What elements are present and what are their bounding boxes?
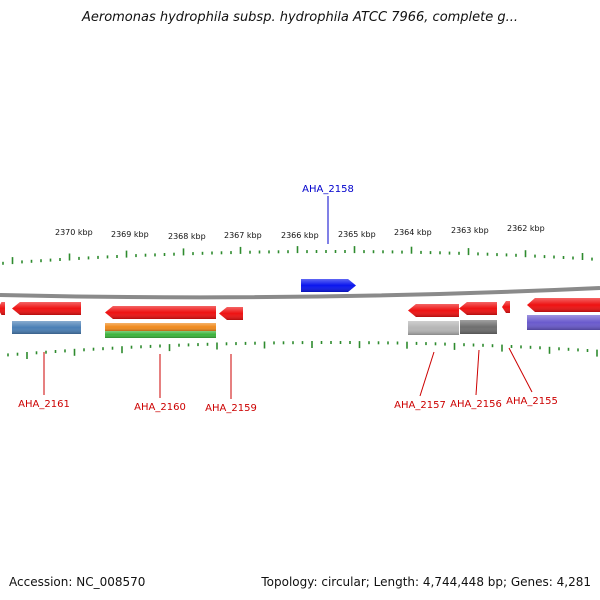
scale-label: 2366 kbp xyxy=(281,231,319,240)
feature-shading xyxy=(459,302,497,315)
feature-shading xyxy=(105,331,216,338)
feature-shading xyxy=(460,320,497,334)
feature-shading xyxy=(408,321,459,335)
feature-shading xyxy=(408,304,459,317)
gene-label-AHA_2160[interactable]: AHA_2160 xyxy=(134,402,186,413)
feature-shading xyxy=(502,301,510,313)
label-leader-line xyxy=(419,351,435,397)
label-leader-line xyxy=(508,347,533,393)
outer-tick-ring xyxy=(2,246,593,265)
accession-label: Accession: NC_008570 xyxy=(9,575,146,589)
gene-label-AHA_2157[interactable]: AHA_2157 xyxy=(394,400,446,411)
feature-shading xyxy=(105,306,216,319)
inner-tick-ring xyxy=(7,341,598,359)
gene-label-AHA_2158[interactable]: AHA_2158 xyxy=(302,184,354,195)
scale-label: 2369 kbp xyxy=(111,230,149,239)
feature-shading xyxy=(0,302,5,315)
feature-shading xyxy=(105,323,216,331)
feature-shading xyxy=(301,279,356,292)
gene-labels: AHA_2158 AHA_2161 AHA_2160 AHA_2159 AHA_2157… xyxy=(18,184,558,414)
scale-label: 2370 kbp xyxy=(55,228,93,237)
gene-label-AHA_2159[interactable]: AHA_2159 xyxy=(205,403,257,414)
gene-label-AHA_2161[interactable]: AHA_2161 xyxy=(18,399,70,410)
feature-shading xyxy=(527,315,600,330)
feature-shading xyxy=(12,321,81,334)
label-leader-line xyxy=(475,349,480,396)
scale-label: 2365 kbp xyxy=(338,230,376,239)
scale-label: 2367 kbp xyxy=(224,231,262,240)
scale-label: 2368 kbp xyxy=(168,232,206,241)
genome-summary: Topology: circular; Length: 4,744,448 bp… xyxy=(261,575,591,589)
feature-shading xyxy=(12,302,81,315)
gene-label-AHA_2155[interactable]: AHA_2155 xyxy=(506,396,558,407)
gene-label-AHA_2156[interactable]: AHA_2156 xyxy=(450,399,502,410)
genome-backbone xyxy=(0,286,600,300)
scale-labels: 2370 kbp 2369 kbp 2368 kbp 2367 kbp 2366 kbp… xyxy=(55,224,545,241)
feature-shading xyxy=(219,307,243,320)
feature-shading xyxy=(527,298,600,312)
scale-label: 2364 kbp xyxy=(394,228,432,237)
scale-label: 2362 kbp xyxy=(507,224,545,233)
feature-track xyxy=(0,279,600,338)
map-title: Aeromonas hydrophila subsp. hydrophila A… xyxy=(81,10,519,25)
scale-label: 2363 kbp xyxy=(451,226,489,235)
